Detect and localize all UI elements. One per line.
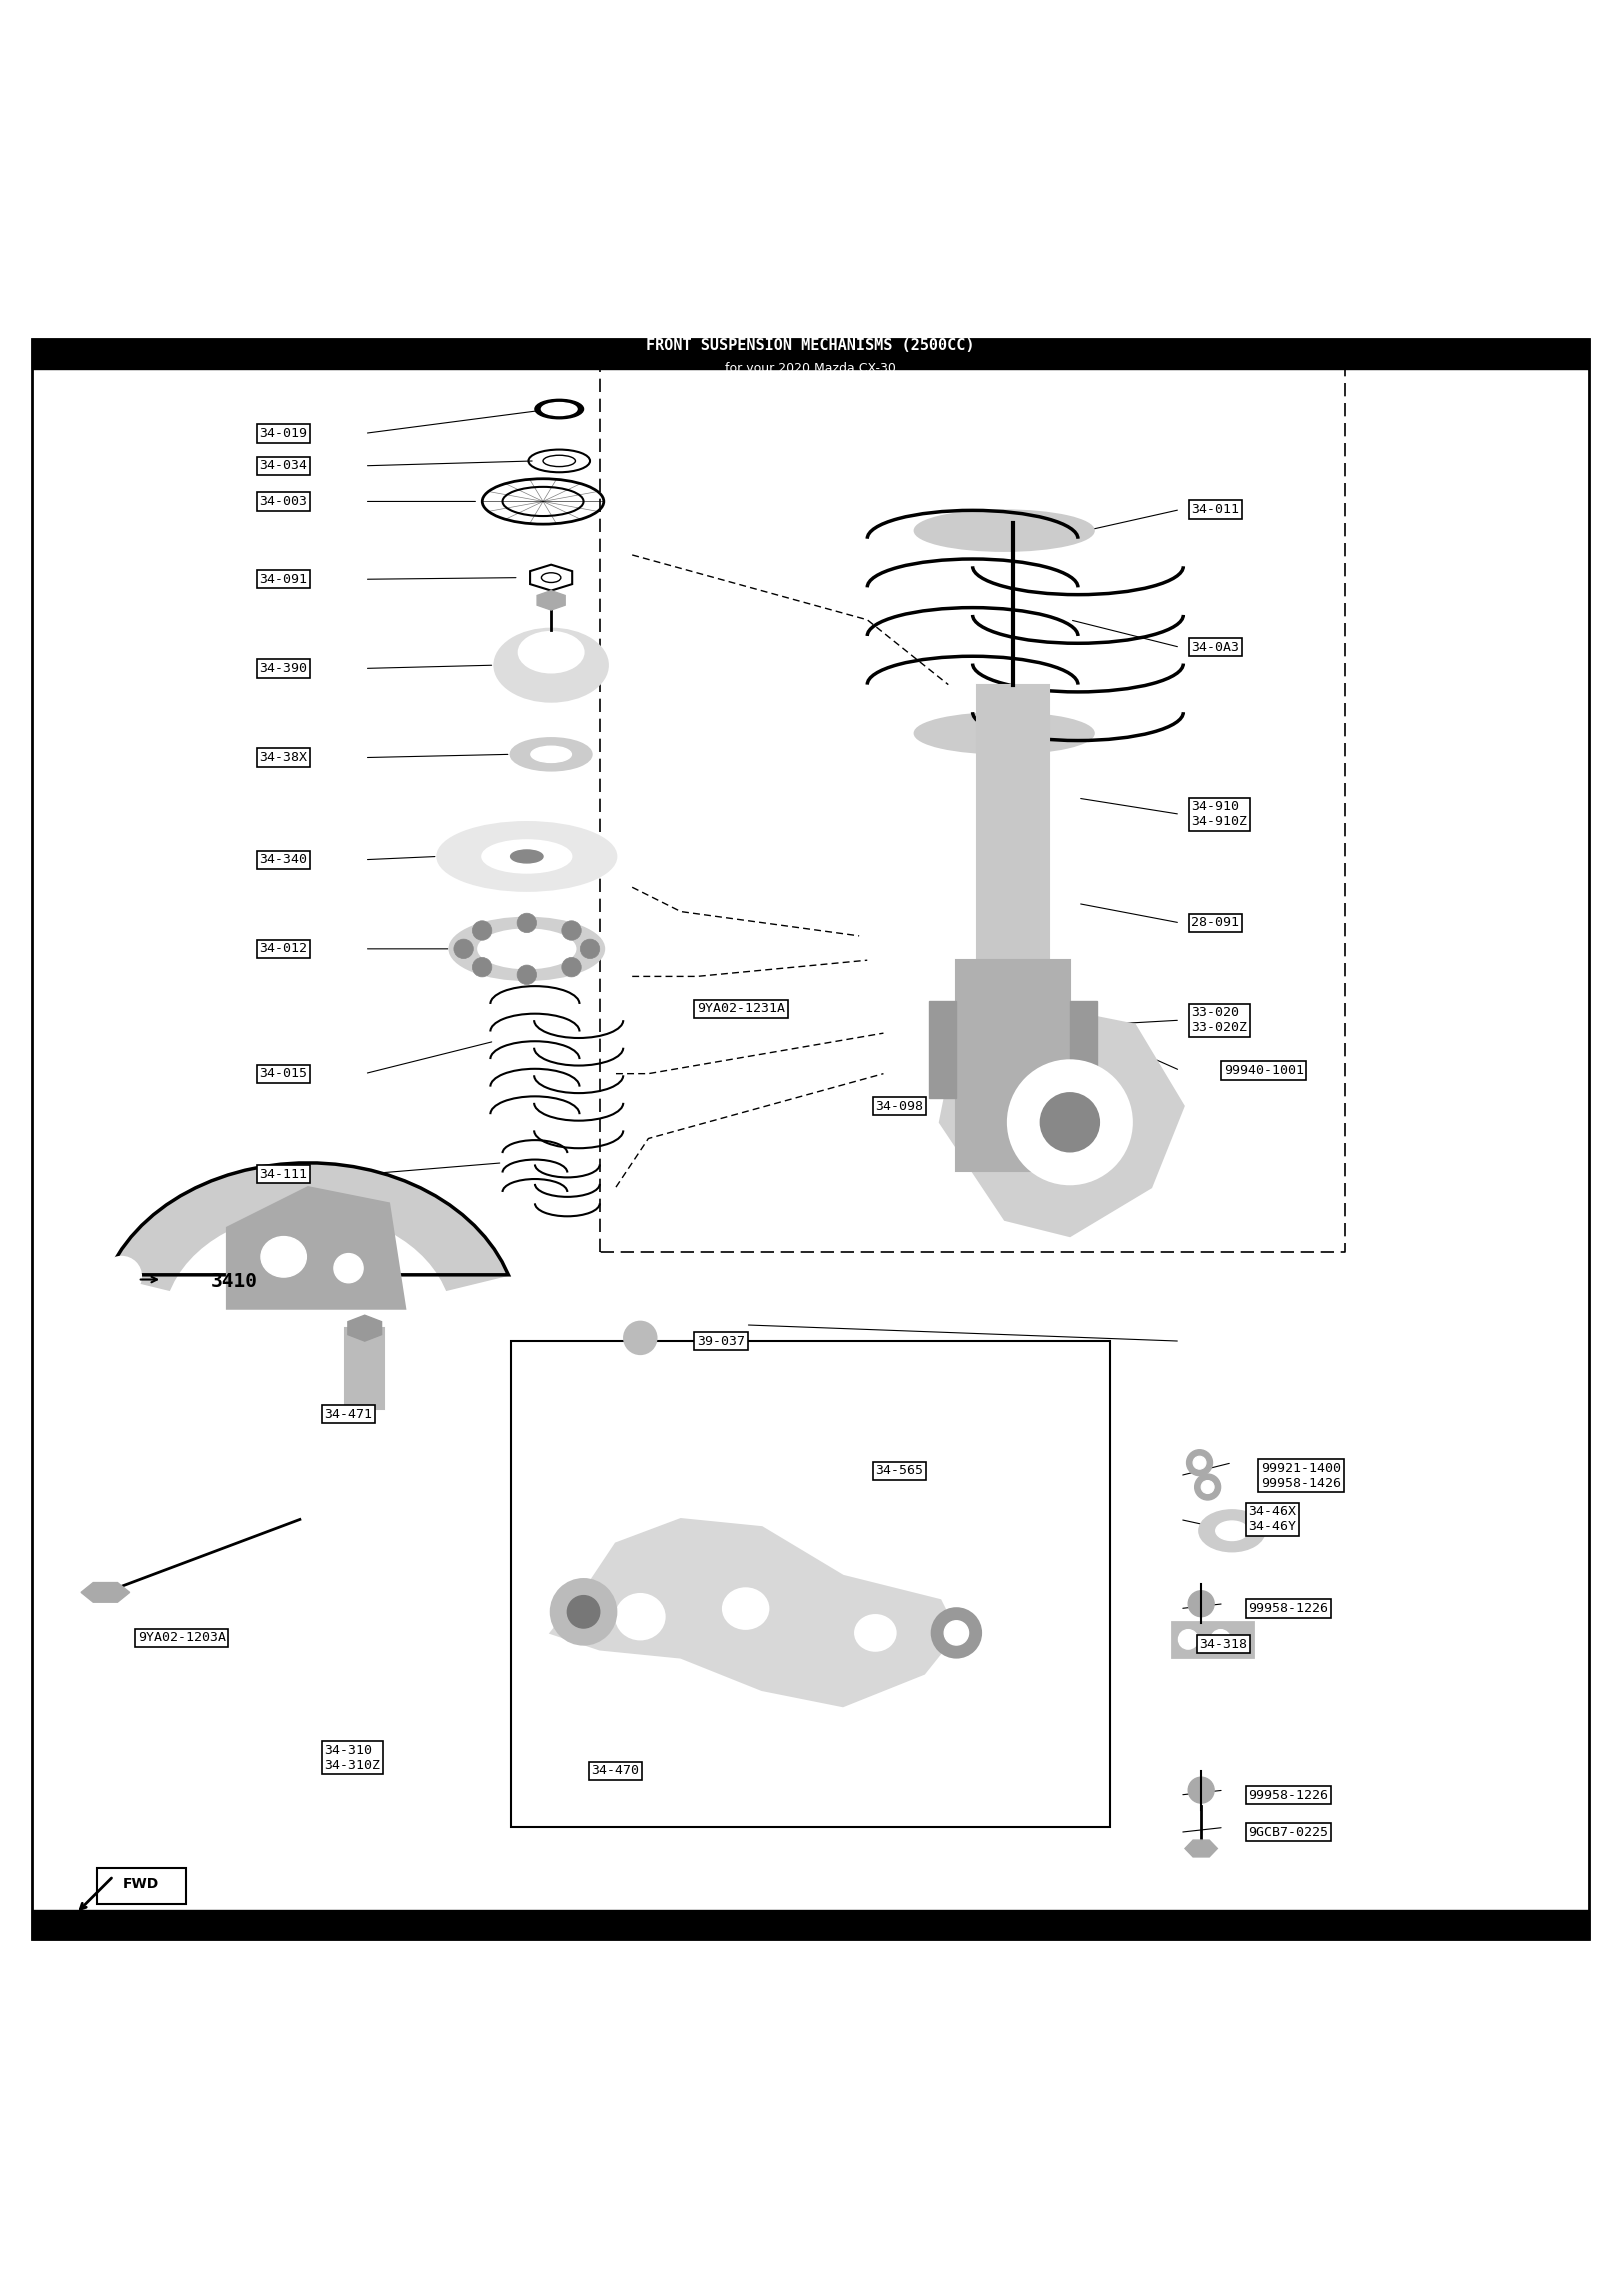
Text: 99921-1400
99958-1426: 99921-1400 99958-1426 bbox=[1261, 1462, 1341, 1489]
Ellipse shape bbox=[530, 747, 572, 763]
Circle shape bbox=[517, 965, 537, 984]
Text: 34-310
34-310Z: 34-310 34-310Z bbox=[324, 1744, 381, 1772]
Polygon shape bbox=[227, 1186, 405, 1309]
Circle shape bbox=[1188, 1592, 1214, 1617]
Text: 34-015: 34-015 bbox=[259, 1068, 308, 1079]
Text: for your 2020 Mazda CX-30: for your 2020 Mazda CX-30 bbox=[725, 362, 896, 376]
Polygon shape bbox=[107, 1164, 509, 1289]
Text: 34-340: 34-340 bbox=[259, 854, 308, 865]
Circle shape bbox=[1041, 1093, 1099, 1152]
Circle shape bbox=[1195, 1473, 1221, 1501]
Text: 28-091: 28-091 bbox=[1191, 915, 1240, 929]
Bar bbox=[1172, 1621, 1253, 1658]
Ellipse shape bbox=[449, 918, 603, 979]
Ellipse shape bbox=[932, 1608, 981, 1658]
Ellipse shape bbox=[334, 1255, 363, 1282]
Text: 39-037: 39-037 bbox=[697, 1334, 746, 1348]
Text: 34-011: 34-011 bbox=[1191, 503, 1240, 517]
Text: 34-390: 34-390 bbox=[259, 663, 308, 674]
Bar bbox=[32, 1910, 1589, 1940]
Text: 99958-1226: 99958-1226 bbox=[1248, 1603, 1328, 1614]
Text: 99940-1001: 99940-1001 bbox=[1224, 1063, 1303, 1077]
Text: 9YA02-1231A: 9YA02-1231A bbox=[697, 1002, 785, 1016]
Circle shape bbox=[551, 1580, 616, 1644]
Polygon shape bbox=[551, 1519, 956, 1705]
Text: 34-38X: 34-38X bbox=[259, 751, 308, 765]
Text: 33-020
33-020Z: 33-020 33-020Z bbox=[1191, 1006, 1248, 1034]
Circle shape bbox=[472, 956, 491, 977]
Text: 34-910
34-910Z: 34-910 34-910Z bbox=[1191, 799, 1248, 829]
Polygon shape bbox=[349, 1316, 381, 1341]
Ellipse shape bbox=[616, 1594, 665, 1639]
Ellipse shape bbox=[1216, 1521, 1248, 1542]
Text: 34-098: 34-098 bbox=[875, 1100, 924, 1113]
Ellipse shape bbox=[478, 929, 575, 968]
Bar bbox=[511, 1341, 1110, 1828]
Polygon shape bbox=[1185, 1840, 1217, 1858]
Ellipse shape bbox=[914, 510, 1094, 551]
Text: 34-034: 34-034 bbox=[259, 460, 308, 471]
Circle shape bbox=[580, 938, 600, 959]
Polygon shape bbox=[81, 1583, 130, 1603]
Circle shape bbox=[1008, 1061, 1131, 1184]
Bar bbox=[32, 339, 1589, 369]
Circle shape bbox=[562, 956, 582, 977]
Bar bbox=[1070, 1000, 1097, 1098]
Bar bbox=[929, 1000, 956, 1098]
Ellipse shape bbox=[261, 1236, 306, 1277]
Ellipse shape bbox=[519, 633, 584, 672]
Ellipse shape bbox=[943, 1621, 969, 1644]
Circle shape bbox=[562, 920, 582, 940]
Text: 34-470: 34-470 bbox=[592, 1765, 640, 1776]
Text: 3410: 3410 bbox=[211, 1271, 258, 1291]
Bar bbox=[956, 961, 1070, 1170]
Text: 34-0A3: 34-0A3 bbox=[1191, 640, 1240, 653]
Circle shape bbox=[1187, 1450, 1213, 1475]
Circle shape bbox=[472, 920, 491, 940]
Text: 34-565: 34-565 bbox=[875, 1464, 924, 1478]
Ellipse shape bbox=[483, 840, 571, 872]
Ellipse shape bbox=[541, 403, 577, 414]
Bar bbox=[977, 685, 1049, 977]
Circle shape bbox=[1178, 1630, 1198, 1649]
Circle shape bbox=[1188, 1776, 1214, 1803]
Text: FRONT SUSPENSION MECHANISMS (2500CC): FRONT SUSPENSION MECHANISMS (2500CC) bbox=[647, 339, 974, 353]
Ellipse shape bbox=[1200, 1510, 1264, 1551]
Circle shape bbox=[1201, 1480, 1214, 1494]
Circle shape bbox=[102, 1257, 141, 1296]
Ellipse shape bbox=[535, 398, 584, 419]
Text: 34-471: 34-471 bbox=[324, 1407, 373, 1421]
Ellipse shape bbox=[914, 713, 1094, 754]
Circle shape bbox=[517, 913, 537, 934]
Polygon shape bbox=[940, 993, 1183, 1236]
Text: 99958-1226: 99958-1226 bbox=[1248, 1787, 1328, 1801]
Ellipse shape bbox=[511, 849, 543, 863]
Bar bbox=[345, 1327, 384, 1409]
Ellipse shape bbox=[438, 822, 616, 890]
Text: 34-091: 34-091 bbox=[259, 574, 308, 585]
Bar bbox=[97, 1867, 186, 1904]
Circle shape bbox=[1211, 1630, 1230, 1649]
Text: 34-46X
34-46Y: 34-46X 34-46Y bbox=[1248, 1505, 1297, 1532]
Ellipse shape bbox=[494, 628, 608, 701]
Text: 34-012: 34-012 bbox=[259, 943, 308, 956]
Text: 9YA02-1203A: 9YA02-1203A bbox=[138, 1630, 225, 1644]
Text: FWD: FWD bbox=[123, 1876, 159, 1892]
Circle shape bbox=[454, 938, 473, 959]
Polygon shape bbox=[537, 590, 566, 610]
Ellipse shape bbox=[511, 738, 592, 770]
Text: 34-019: 34-019 bbox=[259, 426, 308, 439]
Text: 34-111: 34-111 bbox=[259, 1168, 308, 1182]
Circle shape bbox=[624, 1321, 657, 1355]
Circle shape bbox=[567, 1596, 600, 1628]
Ellipse shape bbox=[723, 1589, 768, 1628]
Text: 34-318: 34-318 bbox=[1200, 1637, 1248, 1651]
Circle shape bbox=[1193, 1457, 1206, 1469]
Text: 34-003: 34-003 bbox=[259, 494, 308, 508]
Ellipse shape bbox=[856, 1614, 895, 1651]
Text: 9GCB7-0225: 9GCB7-0225 bbox=[1248, 1826, 1328, 1840]
